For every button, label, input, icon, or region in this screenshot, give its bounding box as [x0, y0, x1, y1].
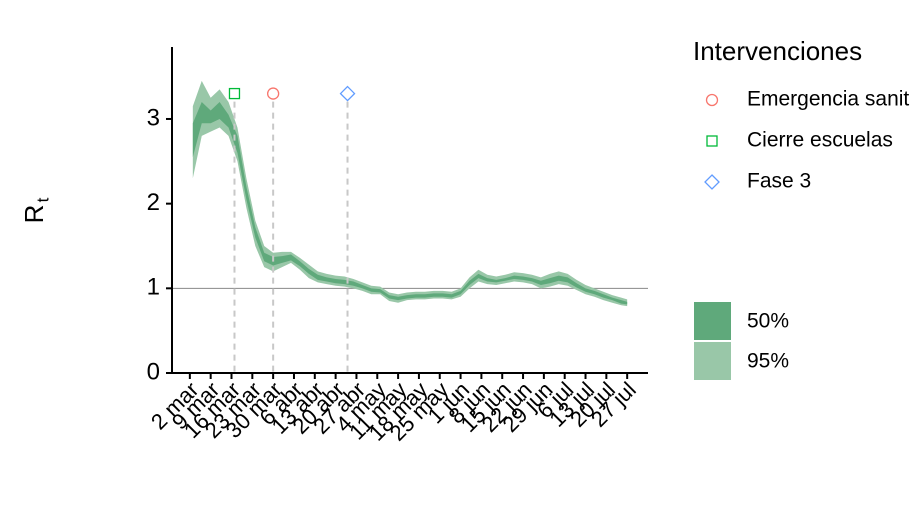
y-axis-title: R t — [19, 197, 53, 223]
legend-marker — [704, 174, 720, 190]
marker — [266, 87, 280, 100]
legend-label: Fase 3 — [747, 170, 811, 193]
legend-label: 95% — [747, 350, 789, 373]
legend-label: Cierre escuelas — [747, 129, 893, 152]
legend-title: Intervenciones — [693, 36, 862, 66]
y-label: R — [19, 205, 49, 224]
y-tick-label: 2 — [147, 189, 160, 216]
y-tick-label: 3 — [147, 104, 160, 131]
legend-swatch — [694, 342, 731, 380]
y-label-sub: t — [33, 197, 52, 202]
y-tick-label: 1 — [147, 274, 160, 301]
legend-swatch — [694, 302, 731, 340]
y-tick-label: 0 — [147, 358, 160, 385]
legend-marker — [706, 135, 718, 147]
marker — [228, 87, 241, 100]
legend-label: 50% — [747, 310, 789, 333]
legend-marker — [705, 93, 719, 107]
band — [192, 80, 628, 307]
marker — [339, 85, 356, 102]
legend-label: Emergencia sanit — [747, 88, 909, 111]
